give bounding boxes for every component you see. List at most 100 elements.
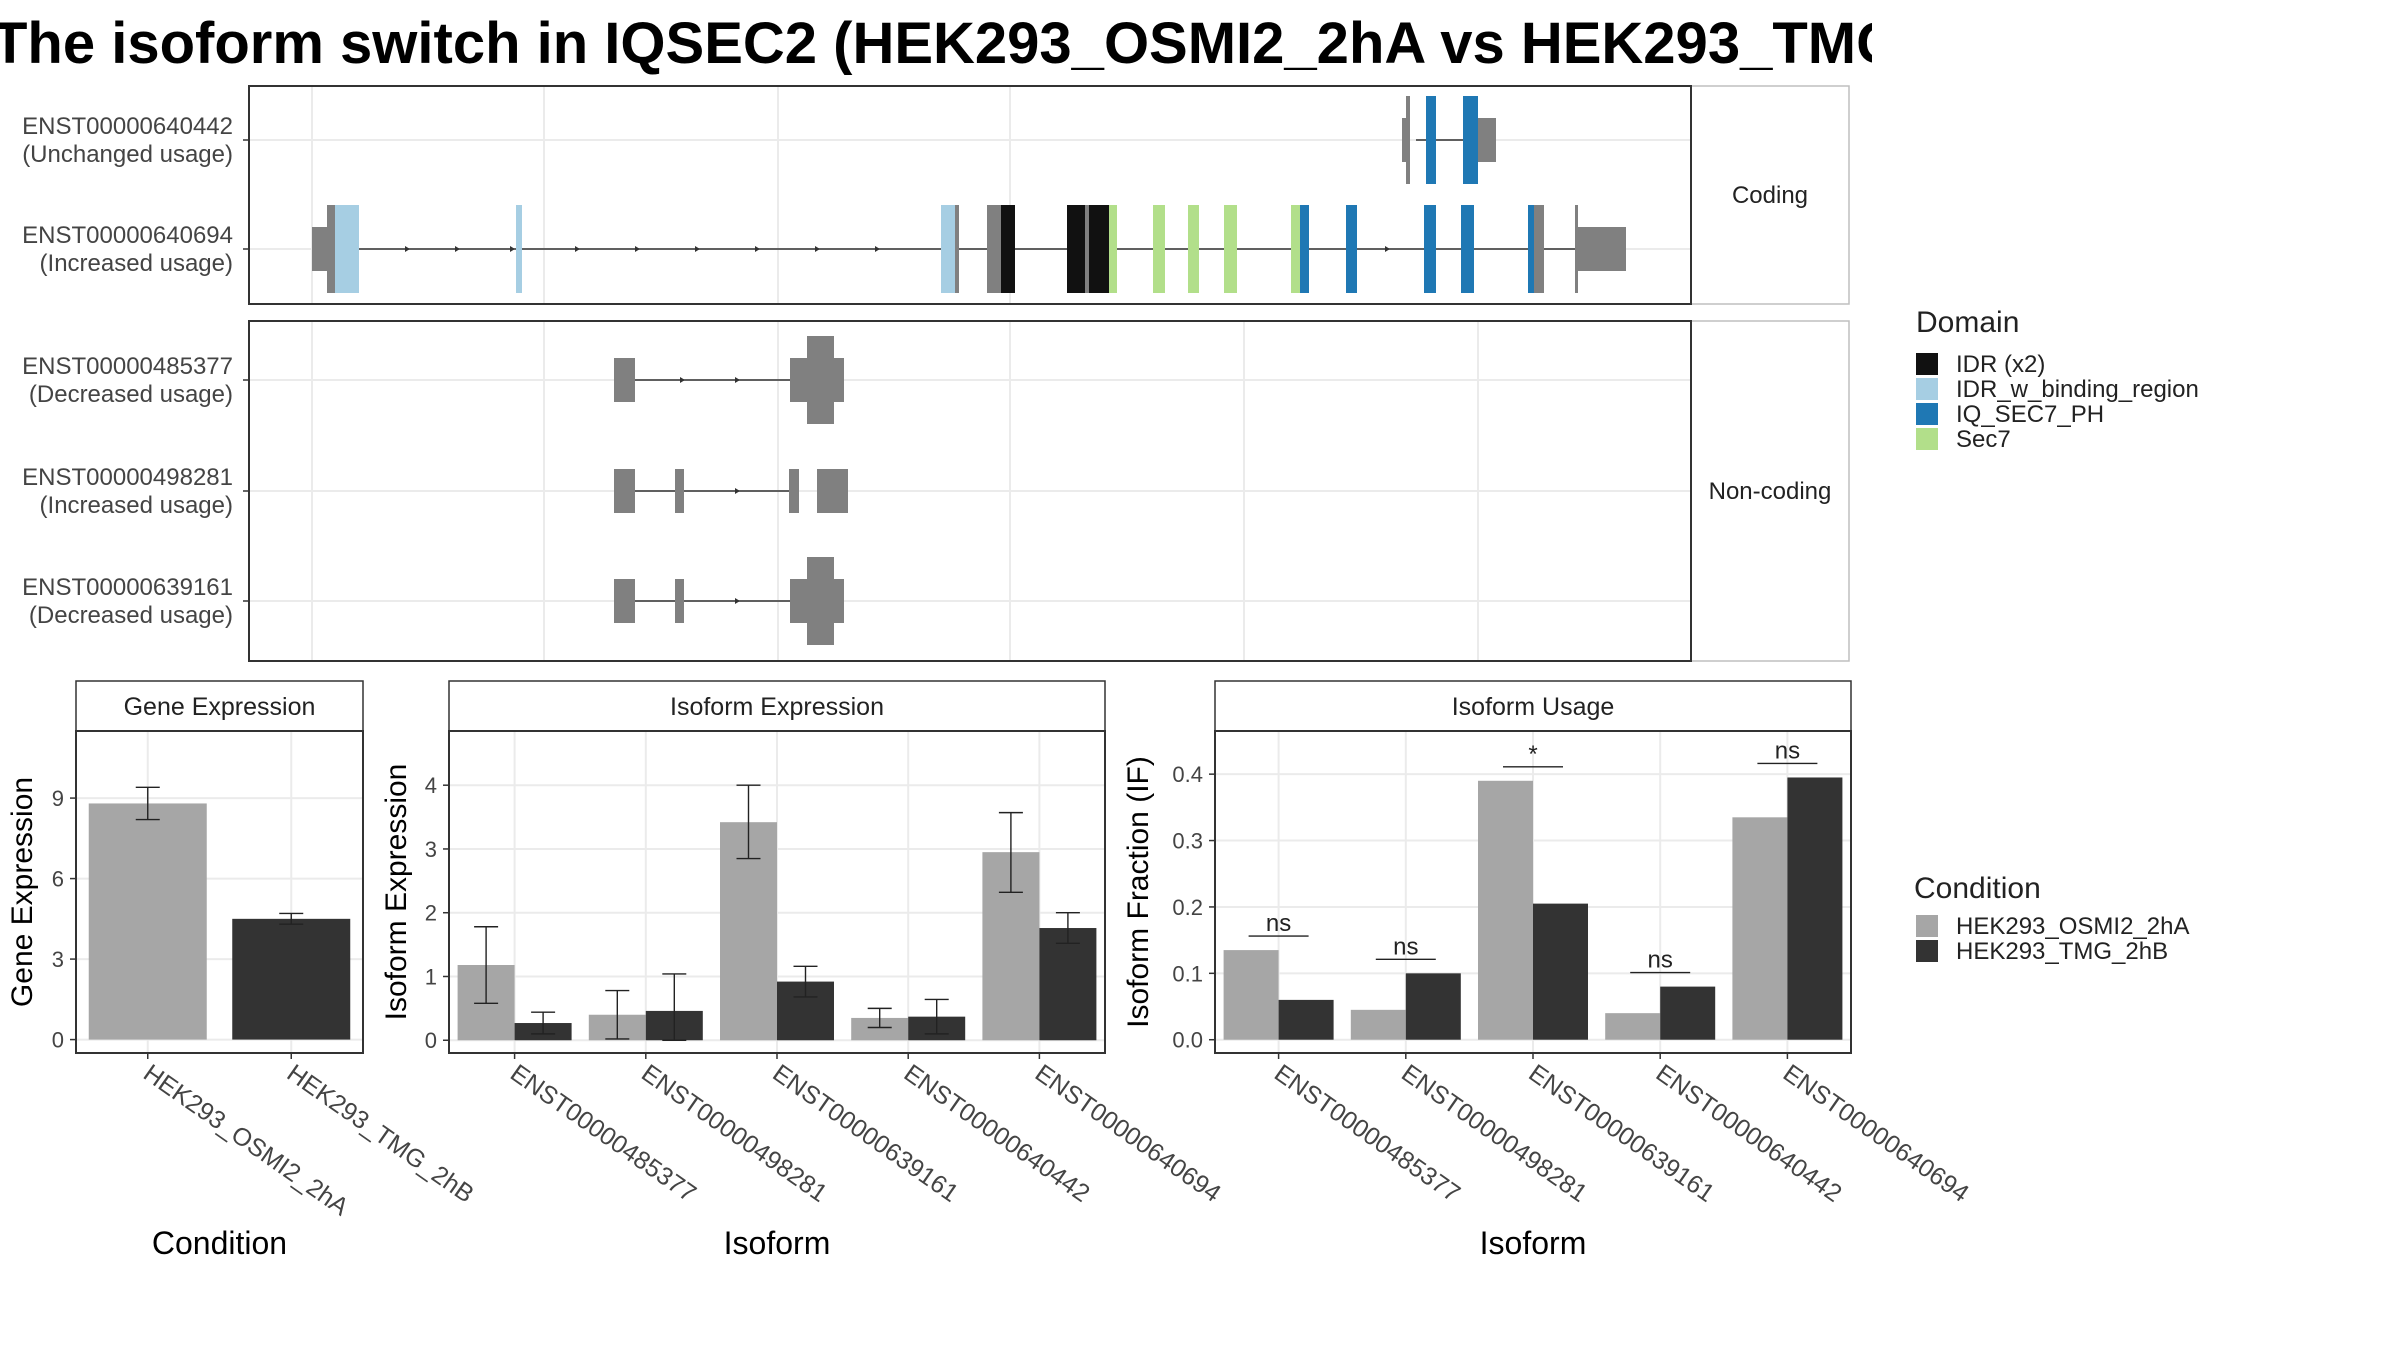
- bar: [1478, 780, 1533, 1040]
- exon: [675, 469, 684, 513]
- x-axis-title: Isoform: [1480, 1225, 1587, 1261]
- transcript-status-label: (Decreased usage): [29, 381, 233, 408]
- bar: [1405, 973, 1461, 1040]
- bar: [88, 803, 207, 1040]
- domain-iq-sec7-ph: [1424, 205, 1436, 293]
- transcript-status-label: (Decreased usage): [29, 602, 233, 629]
- domain-legend-title: Domain: [1916, 306, 2019, 339]
- domain-iq-sec7-ph: [1463, 96, 1478, 184]
- y-tick-label: 3: [52, 947, 64, 972]
- domain-sec7: [1224, 205, 1237, 293]
- exon: [807, 336, 834, 424]
- transcript-status-label: (Increased usage): [40, 250, 233, 277]
- facet-strip: [1690, 85, 1850, 305]
- domain-legend-label: IDR (x2): [1956, 351, 2045, 378]
- chart-title: The isoform switch in IQSEC2 (HEK293_OSM…: [0, 11, 1872, 76]
- y-tick-label: 6: [52, 867, 64, 892]
- panel-border: [1214, 730, 1852, 1054]
- intron-arrow: [405, 246, 410, 252]
- y-axis-title: Isoform Fraction (IF): [1122, 756, 1155, 1028]
- intron-arrow: [735, 598, 740, 604]
- transcript-status-label: (Increased usage): [40, 492, 233, 519]
- intron-arrow: [680, 377, 685, 383]
- significance-label: ns: [1393, 933, 1418, 960]
- y-tick-label: 2: [425, 901, 437, 926]
- y-tick-label: 0.3: [1172, 829, 1203, 854]
- panel-border: [248, 320, 1692, 662]
- exon: [327, 205, 335, 293]
- y-tick-label: 0: [52, 1028, 64, 1053]
- x-axis-title: Condition: [152, 1225, 287, 1261]
- intron-arrow: [455, 246, 460, 252]
- bar: [1605, 1013, 1661, 1040]
- bar: [1787, 777, 1843, 1040]
- y-axis-title: Gene Expression: [6, 777, 39, 1007]
- exon: [834, 579, 844, 623]
- domain-iq-sec7-ph: [1461, 205, 1474, 293]
- y-axis-title: Isoform Expression: [380, 764, 413, 1021]
- domain-iq-sec7-ph: [1528, 205, 1534, 293]
- bar: [1660, 986, 1716, 1040]
- domain-idr: [1089, 205, 1109, 293]
- exon: [834, 358, 844, 402]
- domain-sec7: [1291, 205, 1300, 293]
- bar: [851, 1017, 909, 1041]
- bar: [1533, 903, 1588, 1040]
- exon: [1575, 205, 1578, 293]
- utr-block: [1478, 118, 1496, 162]
- intron-arrow: [815, 246, 820, 252]
- panel-title: Isoform Usage: [1452, 693, 1615, 721]
- x-axis-title: Isoform: [724, 1225, 831, 1261]
- intron-arrow: [735, 488, 740, 494]
- panel-title: Isoform Expression: [670, 693, 884, 721]
- panel-strip: [75, 680, 364, 732]
- panel-title: Gene Expression: [124, 693, 316, 721]
- exon: [1085, 205, 1089, 293]
- domain-idr: [1001, 205, 1015, 293]
- significance-label: *: [1528, 741, 1537, 768]
- condition-legend-label: HEK293_TMG_2hB: [1956, 938, 2168, 965]
- intron-arrow: [510, 246, 515, 252]
- transcript-id-label: ENST00000639161: [22, 574, 233, 601]
- y-tick-label: 0.4: [1172, 762, 1203, 787]
- condition-legend-swatch: [1916, 940, 1938, 962]
- facet-label: Non-coding: [1709, 478, 1832, 505]
- panel-border: [75, 730, 364, 1054]
- transcript-id-label: ENST00000498281: [22, 464, 233, 491]
- significance-label: ns: [1775, 737, 1800, 764]
- domain-legend-label: Sec7: [1956, 426, 2011, 453]
- intron-arrow: [575, 246, 580, 252]
- utr-block: [312, 227, 327, 271]
- facet-strip: [1690, 320, 1850, 662]
- intron-arrow: [875, 246, 880, 252]
- exon: [1406, 96, 1410, 184]
- domain-legend-label: IQ_SEC7_PH: [1956, 401, 2104, 428]
- panel-strip: [1214, 680, 1852, 732]
- y-tick-label: 4: [425, 773, 437, 798]
- domain-idr-binding: [516, 205, 522, 293]
- panel-strip: [448, 680, 1106, 732]
- y-tick-label: 0: [425, 1028, 437, 1053]
- exon: [614, 469, 635, 513]
- domain-legend-swatch: [1916, 428, 1938, 450]
- bar: [1732, 817, 1788, 1040]
- exon: [675, 579, 684, 623]
- intron-arrow: [735, 377, 740, 383]
- condition-legend-title: Condition: [1914, 872, 2041, 905]
- significance-label: ns: [1266, 910, 1291, 937]
- domain-idr: [1067, 205, 1085, 293]
- exon: [790, 579, 807, 623]
- domain-idr-binding: [941, 205, 955, 293]
- transcript-id-label: ENST00000485377: [22, 353, 233, 380]
- domain-legend-swatch: [1916, 403, 1938, 425]
- transcript-status-label: (Unchanged usage): [22, 141, 233, 168]
- exon: [807, 557, 834, 645]
- domain-iq-sec7-ph: [1426, 96, 1436, 184]
- exon: [1534, 205, 1544, 293]
- y-tick-label: 0.1: [1172, 961, 1203, 986]
- bar: [232, 918, 351, 1040]
- intron-arrow: [755, 246, 760, 252]
- y-tick-label: 1: [425, 964, 437, 989]
- domain-legend-label: IDR_w_binding_region: [1956, 376, 2199, 403]
